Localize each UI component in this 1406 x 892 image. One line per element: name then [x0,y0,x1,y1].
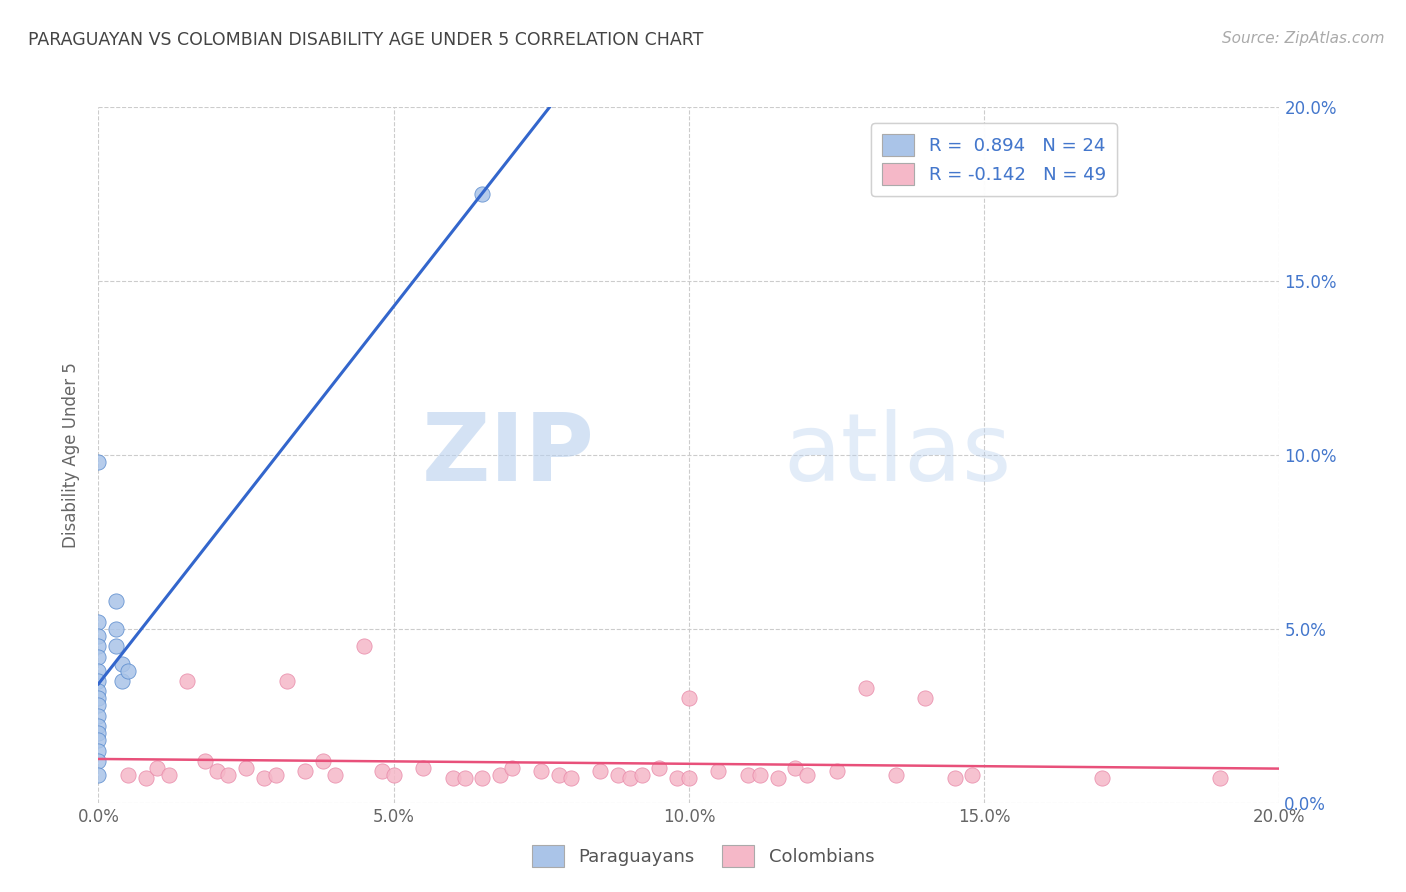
Text: ZIP: ZIP [422,409,595,501]
Point [607,768,630,782]
Point [87,649,110,664]
Point [276,674,298,689]
Point [412,761,434,775]
Point [135,772,157,786]
Point [589,764,612,779]
Point [737,768,759,782]
Point [560,772,582,786]
Point [825,764,848,779]
Point [264,768,287,782]
Point [87,698,110,713]
Point [294,764,316,779]
Point [471,187,494,202]
Point [87,629,110,643]
Point [253,772,276,786]
Point [87,708,110,723]
Point [117,664,139,678]
Point [962,768,984,782]
Point [471,772,494,786]
Point [157,768,180,782]
Point [766,772,789,786]
Y-axis label: Disability Age Under 5: Disability Age Under 5 [62,362,80,548]
Point [87,639,110,653]
Point [382,768,405,782]
Point [548,768,571,782]
Point [87,615,110,629]
Point [748,768,770,782]
Point [87,768,110,782]
Point [87,744,110,758]
Point [105,594,128,608]
Point [87,664,110,678]
Point [630,768,652,782]
Point [205,764,228,779]
Point [176,674,198,689]
Point [87,691,110,706]
Point [87,733,110,747]
Point [785,761,807,775]
Point [855,681,877,695]
Text: PARAGUAYAN VS COLOMBIAN DISABILITY AGE UNDER 5 CORRELATION CHART: PARAGUAYAN VS COLOMBIAN DISABILITY AGE U… [28,31,703,49]
Point [707,764,730,779]
Point [235,761,257,775]
Point [648,761,671,775]
Point [194,754,217,768]
Text: atlas: atlas [783,409,1012,501]
Point [87,754,110,768]
Point [105,639,128,653]
Point [1091,772,1114,786]
Point [312,754,335,768]
Point [441,772,464,786]
Text: Source: ZipAtlas.com: Source: ZipAtlas.com [1222,31,1385,46]
Point [453,772,475,786]
Point [678,691,700,706]
Point [217,768,239,782]
Point [666,772,689,786]
Point [87,455,110,469]
Point [323,768,346,782]
Legend: R =  0.894   N = 24, R = -0.142   N = 49: R = 0.894 N = 24, R = -0.142 N = 49 [872,123,1116,196]
Point [87,674,110,689]
Point [530,764,553,779]
Point [371,764,394,779]
Point [353,639,375,653]
Point [796,768,818,782]
Point [146,761,169,775]
Point [501,761,523,775]
Point [914,691,936,706]
Point [678,772,700,786]
Point [117,768,139,782]
Point [619,772,641,786]
Legend: Paraguayans, Colombians: Paraguayans, Colombians [524,838,882,874]
Point [87,719,110,733]
Point [1209,772,1232,786]
Point [884,768,907,782]
Point [87,726,110,740]
Point [489,768,512,782]
Point [87,684,110,698]
Point [111,657,134,671]
Point [943,772,966,786]
Point [111,674,134,689]
Point [105,622,128,636]
